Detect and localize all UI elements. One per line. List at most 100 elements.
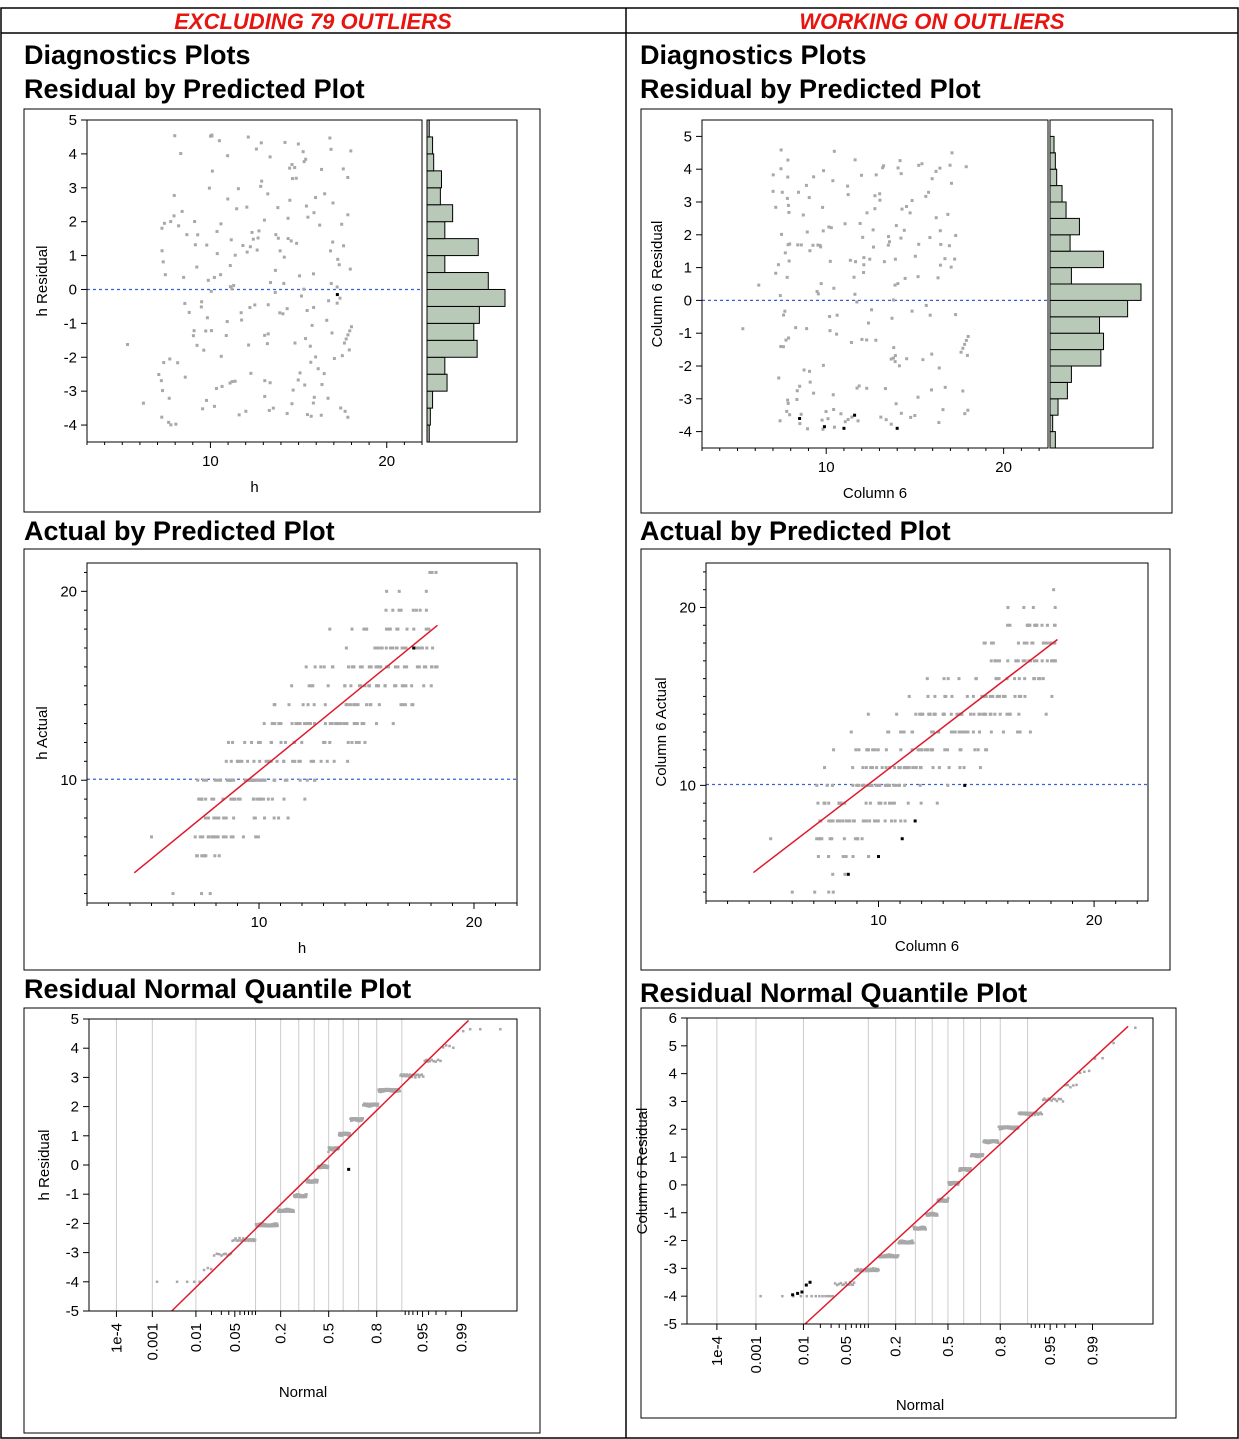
right-quantile-point (964, 1169, 968, 1172)
left-actual-point (396, 627, 400, 631)
left-quantile-point (291, 1208, 295, 1212)
right-residual-point (843, 222, 847, 226)
right-residual-point (965, 353, 969, 357)
right-excluded-point (913, 819, 917, 823)
left-residual-point (342, 341, 346, 345)
left-quantile-point (247, 1239, 250, 1243)
right-residual-point (786, 243, 790, 247)
left-residual-point (205, 398, 209, 402)
left-residual-point (304, 157, 308, 161)
left-residual-point (337, 263, 341, 267)
right-residual-point (889, 357, 893, 361)
left-residual-point (344, 337, 348, 341)
left-quantile-point (294, 1193, 298, 1196)
left-actual-point (303, 797, 307, 801)
left-residual-point (263, 394, 267, 398)
right-actual-point (976, 748, 980, 752)
right-actual-point (951, 730, 955, 734)
right-residual-point (910, 199, 914, 203)
right-histogram-bar (1049, 349, 1102, 367)
left-quantile-point (422, 1075, 425, 1078)
left-residual-point (298, 371, 302, 375)
right-actual-point (899, 748, 903, 752)
right-residual-point (878, 198, 882, 202)
right-residual-point (787, 210, 791, 214)
left-quantile-point (261, 1224, 264, 1228)
right-quantile-point (887, 1253, 891, 1256)
right-prob-tick-label: 1e-4 (709, 1336, 726, 1366)
left-residual-point (191, 334, 195, 338)
left-actual-point (241, 835, 245, 839)
left-quantile-point (409, 1073, 413, 1077)
right-residual-point (905, 204, 909, 208)
right-actual-point (830, 837, 834, 841)
right-quantile-point (1061, 1100, 1065, 1103)
left-quantile-point (414, 1076, 417, 1079)
left-residual-point (160, 415, 164, 419)
right-residual-point (785, 409, 789, 413)
left-actual-point (252, 816, 256, 820)
right-actual-point (849, 730, 853, 734)
left-residual-point (330, 331, 334, 335)
left-ytick-label: 3 (69, 180, 77, 197)
left-actual-point (219, 778, 223, 782)
left-actual-point (301, 703, 305, 707)
right-actual-point (982, 712, 986, 716)
left-residual-point (204, 329, 208, 333)
left-residual-point (210, 169, 214, 173)
left-residual-point (246, 135, 250, 139)
left-residual-point (248, 305, 252, 309)
right-actual-point (851, 783, 855, 787)
left-quantile-point (261, 1222, 265, 1226)
left-residual-point (168, 357, 172, 361)
right-actual-point (843, 872, 847, 876)
left-actual-point (397, 589, 401, 593)
left-actual-point (429, 684, 433, 688)
left-actual-point (285, 778, 289, 782)
right-actual-point (991, 694, 995, 698)
right-residual-point (820, 418, 824, 422)
right-actual-point (919, 748, 923, 752)
right-residual-point (855, 300, 859, 304)
right-xtick-label: 10 (818, 459, 835, 476)
right-quantile-point (855, 1269, 858, 1273)
right-residual-point (819, 282, 823, 286)
left-quantile-point (280, 1210, 283, 1213)
left-xtick-label: 20 (378, 453, 395, 470)
left-residual-point (340, 222, 344, 226)
left-actual-point (204, 816, 208, 820)
right-ytick-label: 4 (684, 161, 692, 178)
right-actual-point (995, 677, 999, 681)
left-residual-point (254, 147, 258, 151)
left-actual-point (254, 778, 258, 782)
right-residual-point (774, 271, 778, 275)
left-quantile-point (376, 1104, 379, 1108)
left-actual-point (290, 684, 294, 688)
right-quantile-point (923, 1226, 927, 1229)
right-actual-point (1043, 641, 1047, 645)
right-quantile-point (991, 1139, 994, 1142)
left-residual-point (249, 371, 253, 375)
left-actual-point (350, 740, 354, 744)
left-actual-point (224, 816, 228, 820)
right-excluded-point (796, 1291, 800, 1295)
left-actual-point (204, 797, 208, 801)
left-ytick-label: 3 (71, 1069, 79, 1086)
right-actual-point (965, 694, 969, 698)
right-residual-point (797, 190, 801, 194)
right-quantile-point (1010, 1127, 1013, 1131)
left-residual-point (293, 166, 297, 170)
left-actual-point (229, 759, 233, 763)
left-actual-point (360, 722, 364, 726)
right-actual-point (1016, 659, 1020, 663)
right-actual-by-predicted: 10 20 10 20 Column 6 Column 6 Actual (653, 571, 1148, 955)
table-grid (0, 7, 1239, 1439)
right-residual-point (816, 243, 820, 247)
right-residual-point (846, 418, 850, 422)
left-quantile-point (379, 1090, 383, 1094)
left-actual-point (402, 684, 406, 688)
left-quantile-point (202, 1268, 206, 1272)
left-residual-point (343, 409, 347, 413)
right-residual-point (839, 412, 843, 416)
right-quantile-point (1039, 1111, 1042, 1114)
